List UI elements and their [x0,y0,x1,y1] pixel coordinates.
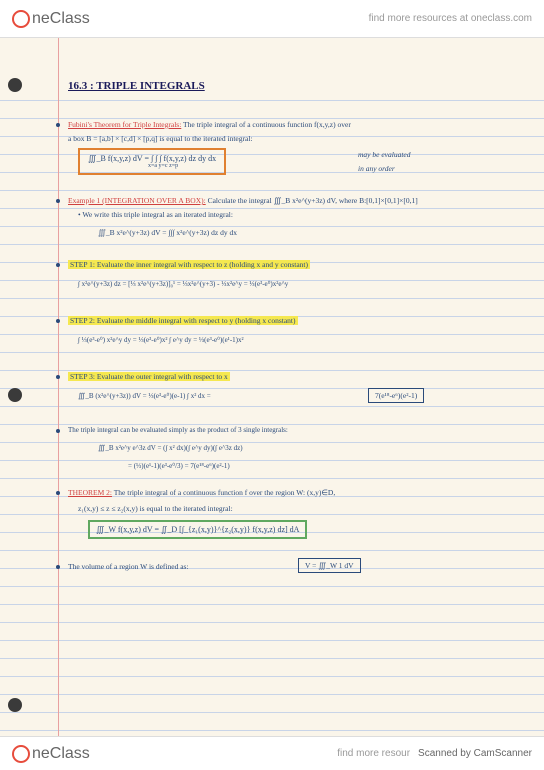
bullet-icon [56,263,60,267]
theorem2-text: The triple integral of a continuous func… [114,488,335,497]
example-formula: ∭_B x²e^(y+3z) dV = ∫∫∫ x²e^(y+3z) dz dy… [98,228,237,237]
bullet-icon [56,199,60,203]
step3-work: ∭_B (x²e^(y+3z)) dV = ⅓(e³-e⁰)(e-1) ∫ x²… [78,392,211,400]
step2: STEP 2: Evaluate the middle integral wit… [68,316,298,325]
theorem2-text2: z₁(x,y) ≤ z ≤ z₂(x,y) is equal to the it… [78,504,233,513]
bullet-icon [56,429,60,433]
theorem2-line: THEOREM 2: The triple integral of a cont… [68,488,335,497]
step-label: STEP 3: Evaluate the outer integral with… [68,372,230,381]
section-title: 16.3 : TRIPLE INTEGRALS [68,80,205,92]
footer-bar: neClass find more resour Scanned by CamS… [0,736,544,770]
logo-text: neClass [32,10,90,28]
bullet-icon [56,491,60,495]
bullet-icon [56,565,60,569]
example-line: Example 1 (INTEGRATION OVER A BOX): Calc… [68,196,418,205]
step1-work: ∫ x²e^(y+3z) dz = [⅓ x²e^(y+3z)]₀¹ = ⅓x²… [78,280,288,288]
theorem-line: Fubini's Theorem for Triple Integrals: T… [68,120,351,129]
bullet-icon [56,319,60,323]
formula-text: ∭_B f(x,y,z) dV = ∫ ∫ ∫ f(x,y,z) dz dy d… [88,154,216,163]
logo-circle-icon [12,745,30,763]
header-tagline: find more resources at oneclass.com [369,13,532,24]
fubini-formula-box: ∭_B f(x,y,z) dV = ∫ ∫ ∫ f(x,y,z) dz dy d… [78,148,226,175]
theorem2-label: THEOREM 2: [68,488,112,497]
bullet-icon [56,123,60,127]
example-label: Example 1 (INTEGRATION OVER A BOX): [68,196,206,205]
formula-note2: in any order [358,164,395,173]
logo-circle-icon [12,10,30,28]
logo: neClass [12,10,90,28]
punch-hole-icon [8,388,22,402]
step2-work: ∫ ⅓(e³-e⁰) x²e^y dy = ⅓(e³-e⁰)x² ∫ e^y d… [78,336,244,344]
footer-logo: neClass [12,745,90,763]
step3: STEP 3: Evaluate the outer integral with… [68,372,230,381]
scanned-watermark: Scanned by CamScanner [418,748,532,759]
theorem-text: The triple integral of a continuous func… [183,120,351,129]
step1: STEP 1: Evaluate the inner integral with… [68,260,310,269]
result-box: 7(e¹⁸-e⁶)(e²-1) [368,388,424,403]
step-label: STEP 1: Evaluate the inner integral with… [68,260,310,269]
bullet-icon [56,375,60,379]
notebook-page: 16.3 : TRIPLE INTEGRALS Fubini's Theorem… [0,38,544,736]
punch-hole-icon [8,78,22,92]
product-work2: = (⅓)(e¹-1)(e³-e⁰/3) = 7(e¹⁸-e⁶)(e²-1) [128,462,230,470]
footer-tagline: find more resour [337,748,410,759]
theorem-line2: a box B = [a,b] × [c,d] × [p,q] is equal… [68,134,253,143]
example-text: Calculate the integral ∭_B x²e^(y+3z) dV… [208,196,418,205]
step-label: STEP 2: Evaluate the middle integral wit… [68,316,298,325]
formula-note: may be evaluated [358,150,410,159]
volume-formula-box: V = ∭_W 1 dV [298,558,361,573]
theorem-label: Fubini's Theorem for Triple Integrals: [68,120,181,129]
formula-subscript: x=a y=c z=p [148,163,216,169]
margin-line [58,38,59,736]
footer-logo-text: neClass [32,745,90,763]
header-bar: neClass find more resources at oneclass.… [0,0,544,38]
volume-line: The volume of a region W is defined as: [68,562,189,571]
product-work1: ∭_B x²e^y e^3z dV = (∫ x² dx)(∫ e^y dy)(… [98,444,243,452]
footer-right: find more resour Scanned by CamScanner [337,748,532,759]
punch-hole-icon [8,698,22,712]
example-sub: • We write this triple integral as an it… [78,210,233,219]
product-text: The triple integral can be evaluated sim… [68,426,288,434]
theorem2-formula-box: ∭_W f(x,y,z) dV = ∬_D [∫_{z₁(x,y)}^{z₂(x… [88,520,307,539]
